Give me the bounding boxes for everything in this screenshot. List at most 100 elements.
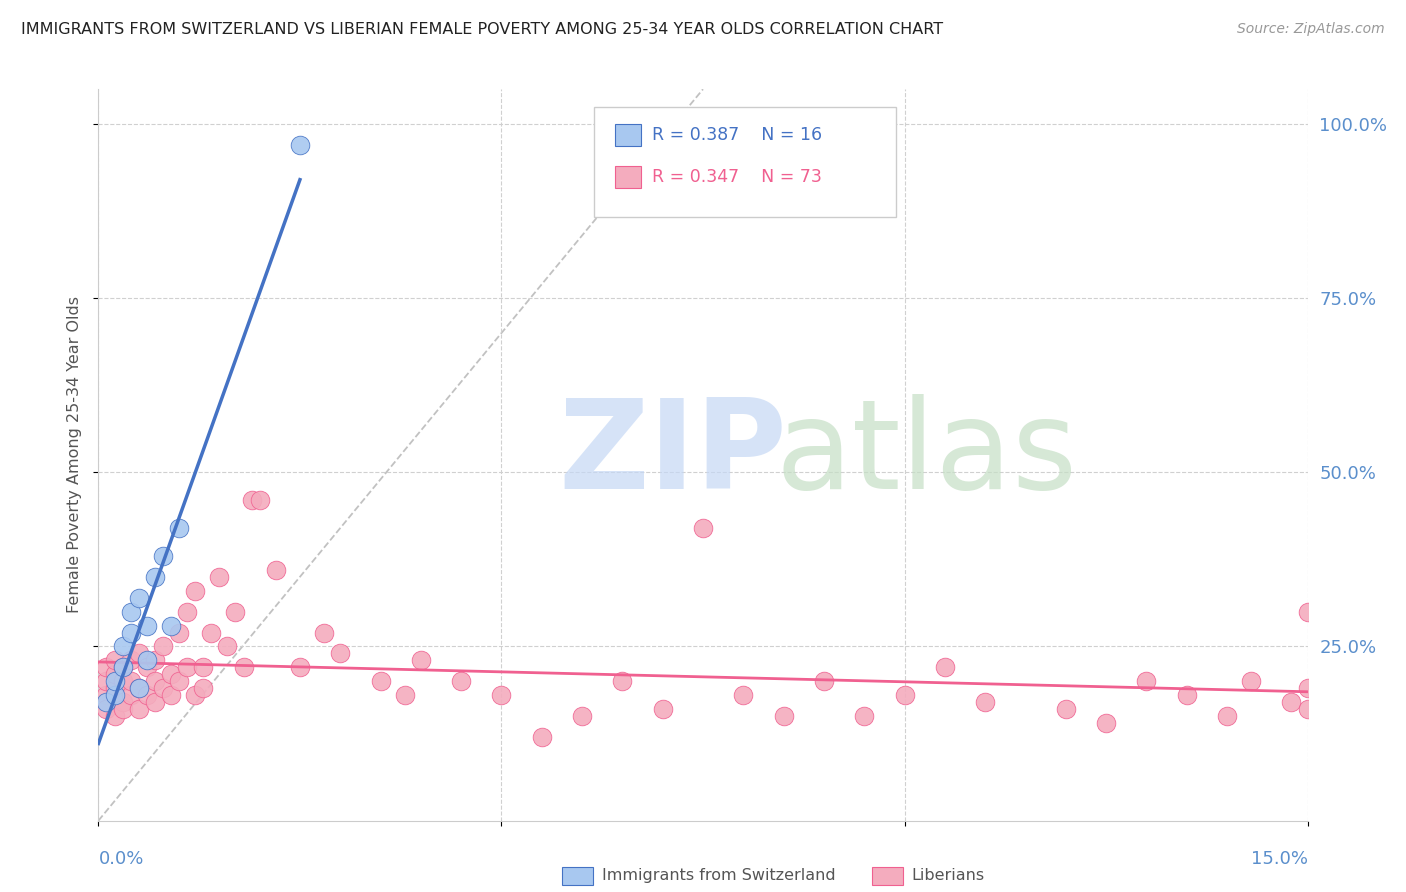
Point bbox=[111, 695, 134, 709]
Point bbox=[974, 695, 997, 709]
Point bbox=[193, 681, 215, 696]
Point bbox=[772, 709, 794, 723]
Text: IMMIGRANTS FROM SWITZERLAND VS LIBERIAN FEMALE POVERTY AMONG 25-34 YEAR OLDS COR: IMMIGRANTS FROM SWITZERLAND VS LIBERIAN … bbox=[21, 22, 943, 37]
Point bbox=[103, 709, 125, 723]
Text: Immigrants from Switzerland: Immigrants from Switzerland bbox=[602, 869, 835, 883]
Point bbox=[1216, 709, 1239, 723]
FancyBboxPatch shape bbox=[614, 124, 641, 146]
Point bbox=[370, 674, 392, 689]
Point bbox=[1240, 674, 1263, 689]
Point bbox=[128, 681, 150, 696]
Point bbox=[217, 640, 239, 654]
Point bbox=[167, 521, 190, 535]
Point bbox=[264, 563, 287, 577]
Point bbox=[128, 681, 150, 696]
Point bbox=[103, 667, 125, 681]
Point bbox=[651, 702, 673, 716]
Point bbox=[96, 702, 118, 716]
Text: R = 0.347    N = 73: R = 0.347 N = 73 bbox=[652, 168, 823, 186]
Point bbox=[692, 521, 714, 535]
Point bbox=[934, 660, 956, 674]
Point bbox=[143, 653, 166, 667]
Point bbox=[1296, 605, 1319, 619]
Point bbox=[1296, 681, 1319, 696]
Point bbox=[135, 653, 157, 667]
Point bbox=[176, 660, 198, 674]
Point bbox=[160, 667, 183, 681]
Point bbox=[160, 618, 183, 632]
Point bbox=[224, 605, 246, 619]
Point bbox=[120, 674, 142, 689]
Point bbox=[120, 605, 142, 619]
Point bbox=[96, 660, 118, 674]
Text: ZIP: ZIP bbox=[558, 394, 786, 516]
Point bbox=[530, 730, 553, 744]
Point bbox=[167, 674, 190, 689]
Point bbox=[111, 674, 134, 689]
Text: R = 0.387    N = 16: R = 0.387 N = 16 bbox=[652, 127, 823, 145]
Point bbox=[184, 583, 207, 598]
Point bbox=[135, 660, 157, 674]
Point bbox=[111, 640, 134, 654]
Text: Liberians: Liberians bbox=[911, 869, 984, 883]
Point bbox=[120, 688, 142, 702]
Point bbox=[96, 695, 118, 709]
Point bbox=[135, 688, 157, 702]
FancyBboxPatch shape bbox=[595, 108, 897, 218]
Point bbox=[143, 570, 166, 584]
Point bbox=[160, 688, 183, 702]
Point bbox=[249, 493, 271, 508]
Point bbox=[128, 647, 150, 661]
Point bbox=[176, 605, 198, 619]
Text: 0.0%: 0.0% bbox=[98, 850, 143, 868]
Point bbox=[288, 137, 311, 152]
FancyBboxPatch shape bbox=[614, 166, 641, 188]
Point bbox=[184, 688, 207, 702]
Point bbox=[1281, 695, 1303, 709]
Point bbox=[135, 618, 157, 632]
Point bbox=[1095, 716, 1118, 731]
Point bbox=[394, 688, 416, 702]
Point bbox=[96, 674, 118, 689]
Point bbox=[813, 674, 835, 689]
Point bbox=[152, 640, 174, 654]
Point bbox=[120, 653, 142, 667]
Point bbox=[193, 660, 215, 674]
Point bbox=[103, 653, 125, 667]
Text: atlas: atlas bbox=[776, 394, 1077, 516]
Point bbox=[329, 647, 352, 661]
Point bbox=[491, 688, 513, 702]
Point bbox=[152, 549, 174, 563]
Y-axis label: Female Poverty Among 25-34 Year Olds: Female Poverty Among 25-34 Year Olds bbox=[67, 296, 83, 614]
Point bbox=[1296, 702, 1319, 716]
Point bbox=[450, 674, 472, 689]
Text: 15.0%: 15.0% bbox=[1250, 850, 1308, 868]
Point bbox=[1054, 702, 1077, 716]
Point bbox=[167, 625, 190, 640]
Point bbox=[143, 695, 166, 709]
Point bbox=[1135, 674, 1157, 689]
Point bbox=[152, 681, 174, 696]
Point bbox=[120, 625, 142, 640]
Point bbox=[571, 709, 593, 723]
Point bbox=[103, 681, 125, 696]
Point bbox=[853, 709, 876, 723]
Point bbox=[893, 688, 915, 702]
Text: Source: ZipAtlas.com: Source: ZipAtlas.com bbox=[1237, 22, 1385, 37]
Point bbox=[1175, 688, 1198, 702]
Point bbox=[111, 660, 134, 674]
Point bbox=[143, 674, 166, 689]
Point bbox=[111, 702, 134, 716]
Point bbox=[733, 688, 755, 702]
Point bbox=[208, 570, 231, 584]
Point bbox=[288, 660, 311, 674]
Point bbox=[96, 688, 118, 702]
Point bbox=[240, 493, 263, 508]
Point bbox=[111, 660, 134, 674]
Point bbox=[103, 688, 125, 702]
Point bbox=[103, 674, 125, 689]
Point bbox=[128, 702, 150, 716]
Point bbox=[128, 591, 150, 605]
Point bbox=[200, 625, 222, 640]
Point bbox=[314, 625, 336, 640]
